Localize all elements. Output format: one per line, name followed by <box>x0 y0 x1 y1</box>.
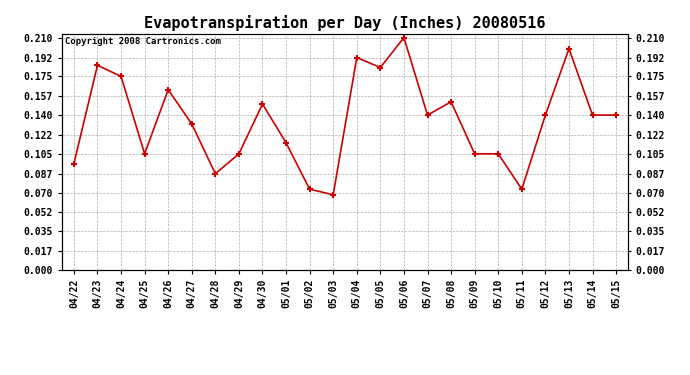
Title: Evapotranspiration per Day (Inches) 20080516: Evapotranspiration per Day (Inches) 2008… <box>144 15 546 31</box>
Text: Copyright 2008 Cartronics.com: Copyright 2008 Cartronics.com <box>65 37 221 46</box>
